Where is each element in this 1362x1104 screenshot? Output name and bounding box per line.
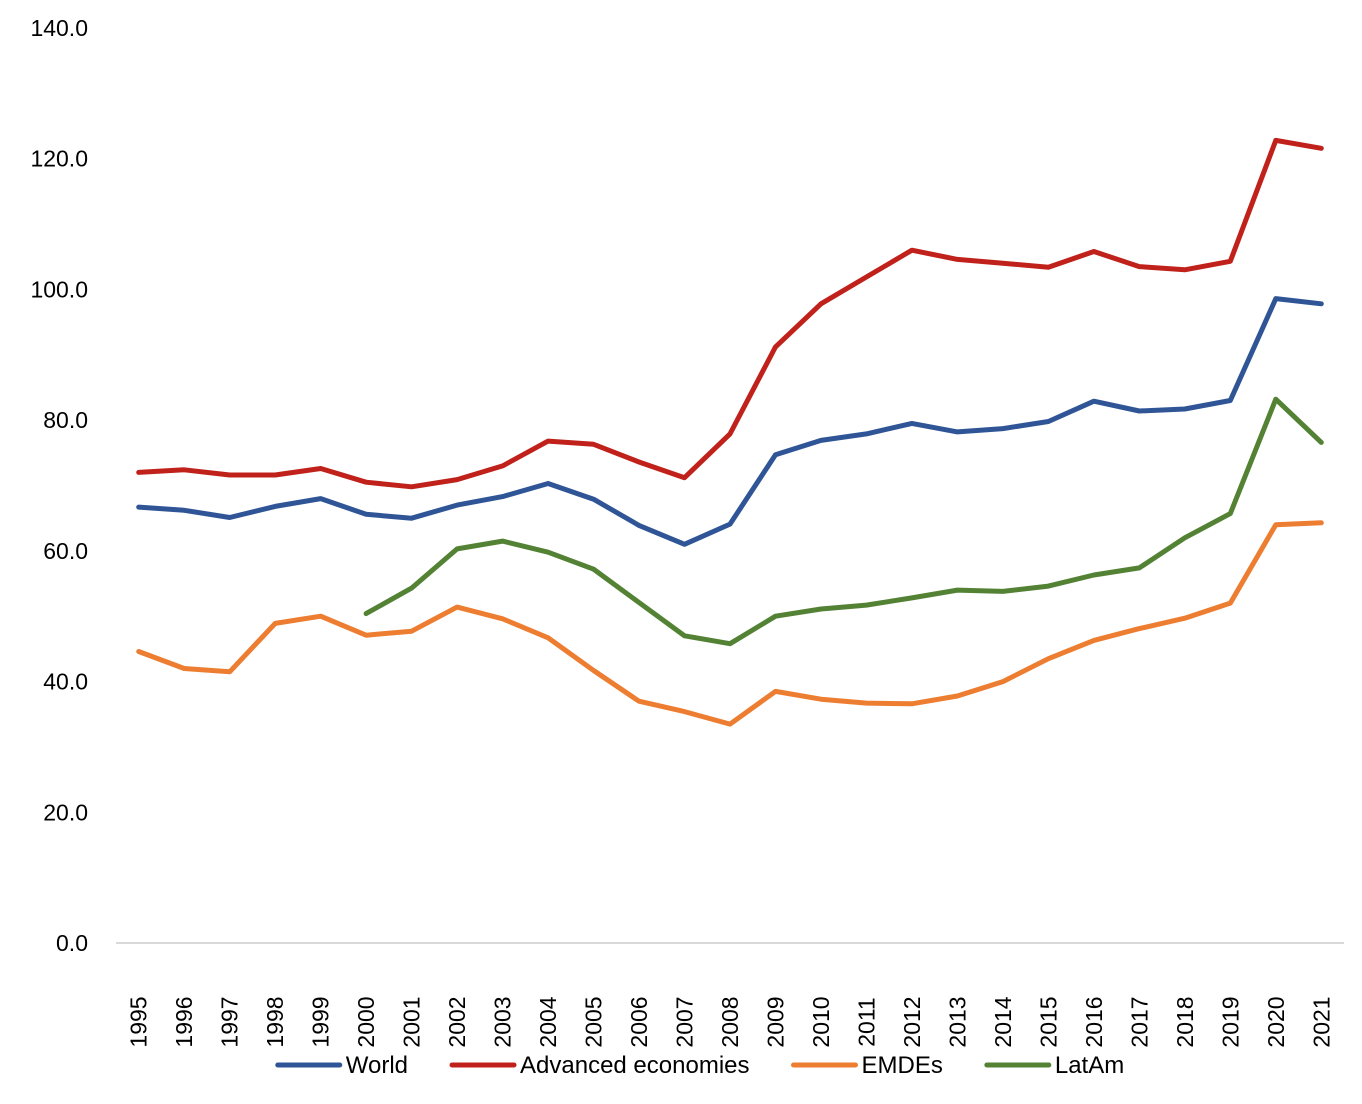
legend-label: World [346, 1052, 408, 1079]
series-lines [136, 137, 1324, 727]
x-tick-label: 1996 [171, 996, 197, 1047]
x-tick-label: 2020 [1263, 996, 1289, 1047]
legend: World Advanced economies EMDEs LatAm [275, 1052, 1124, 1079]
x-tick-label: 2017 [1126, 996, 1152, 1047]
x-tick-label: 1997 [217, 996, 243, 1047]
x-tick-label: 2001 [399, 996, 425, 1047]
series-line-latam [363, 396, 1324, 647]
x-tick-label: 1999 [308, 996, 334, 1047]
x-tick-label: 2009 [762, 996, 788, 1047]
x-axis-tick-labels: 1995 1996 1997 1998 1999 2000 2001 2002 2003 2004… [126, 996, 1335, 1047]
x-tick-label: 2005 [581, 996, 607, 1047]
x-tick-label: 2016 [1081, 996, 1107, 1047]
x-tick-label: 2011 [853, 997, 879, 1046]
x-tick-label: 2012 [899, 996, 925, 1047]
x-tick-label: 1998 [262, 996, 288, 1047]
x-tick-label: 2003 [490, 996, 516, 1047]
legend-item-emdes: EMDEs [791, 1052, 943, 1079]
y-tick-label: 60.0 [43, 538, 88, 564]
legend-label: EMDEs [862, 1052, 943, 1079]
legend-item-advanced-economies: Advanced economies [449, 1052, 750, 1079]
y-tick-label: 40.0 [43, 669, 88, 695]
series-line-emdes [136, 520, 1324, 727]
series-line-world [136, 296, 1324, 547]
x-tick-label: 2004 [535, 996, 561, 1047]
x-tick-label: 2000 [353, 996, 379, 1047]
series-line-advanced-economies [136, 137, 1324, 490]
x-tick-label: 2018 [1172, 996, 1198, 1047]
legend-item-latam: LatAm [984, 1052, 1124, 1079]
x-tick-label: 2007 [672, 996, 698, 1047]
legend-label: Advanced economies [520, 1052, 749, 1079]
x-tick-label: 2010 [808, 996, 834, 1047]
x-tick-label: 2006 [626, 996, 652, 1047]
legend-label: LatAm [1055, 1052, 1124, 1079]
x-tick-label: 2002 [444, 996, 470, 1047]
x-tick-label: 2015 [1035, 996, 1061, 1047]
y-tick-label: 120.0 [30, 146, 88, 172]
x-tick-label: 2021 [1308, 996, 1334, 1047]
x-tick-label: 2008 [717, 996, 743, 1047]
x-tick-label: 1995 [126, 996, 152, 1047]
x-tick-label: 2019 [1217, 996, 1243, 1047]
y-tick-label: 100.0 [30, 276, 88, 302]
x-tick-label: 2014 [990, 996, 1016, 1047]
y-tick-label: 140.0 [30, 15, 88, 41]
y-tick-label: 20.0 [43, 799, 88, 825]
y-axis-tick-labels: 0.0 20.0 40.0 60.0 80.0 100.0 120.0 140.0 [30, 15, 88, 956]
y-tick-label: 0.0 [56, 930, 88, 956]
x-tick-label: 2013 [944, 996, 970, 1047]
y-tick-label: 80.0 [43, 407, 88, 433]
legend-item-world: World [275, 1052, 408, 1079]
